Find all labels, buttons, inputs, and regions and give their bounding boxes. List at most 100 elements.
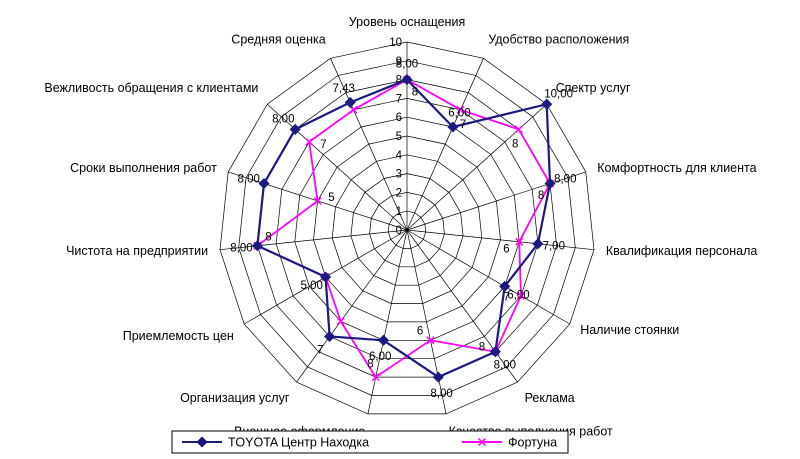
legend-label-toyota: TOYOTA Центр Находка bbox=[228, 436, 369, 450]
data-point-fortuna bbox=[371, 373, 380, 382]
data-label-fortuna: 8 bbox=[479, 342, 485, 354]
data-point-toyota bbox=[251, 240, 263, 252]
data-point-toyota bbox=[258, 177, 270, 190]
radial-tick-label: 7 bbox=[396, 93, 402, 105]
axis-label: Реклама bbox=[525, 391, 575, 405]
grid-ring bbox=[275, 98, 539, 360]
data-label-toyota: 7,00 bbox=[543, 240, 565, 252]
data-point-toyota bbox=[344, 96, 356, 108]
data-label-toyota: 8,00 bbox=[430, 388, 452, 400]
data-point-fortuna bbox=[514, 125, 523, 134]
spoke bbox=[367, 229, 408, 414]
axis-label: Сроки выполнения работ bbox=[70, 161, 217, 175]
data-label-toyota: 8,00 bbox=[396, 59, 418, 71]
axis-label: Приемлемость цен bbox=[123, 329, 234, 343]
grid-ring bbox=[294, 116, 520, 341]
data-point-toyota bbox=[324, 330, 336, 343]
data-label-fortuna: 6 bbox=[503, 244, 509, 256]
data-point-fortuna bbox=[313, 196, 322, 206]
series-line-fortuna bbox=[255, 78, 552, 379]
data-point-fortuna bbox=[349, 105, 358, 114]
spoke bbox=[406, 229, 447, 414]
data-label-fortuna: 7 bbox=[503, 292, 509, 304]
radial-tick-label: 5 bbox=[396, 131, 402, 143]
data-label-toyota: 8,00 bbox=[238, 174, 260, 186]
series-layer bbox=[251, 74, 556, 383]
radial-tick-label: 0 bbox=[396, 225, 402, 237]
data-point-fortuna bbox=[515, 237, 524, 246]
data-point-fortuna bbox=[336, 317, 345, 326]
data-label-toyota: 8,00 bbox=[554, 174, 576, 186]
axis-label: Спектр услуг bbox=[556, 81, 631, 95]
data-label-fortuna: 8 bbox=[367, 359, 373, 371]
spoke bbox=[406, 229, 518, 383]
data-point-toyota bbox=[499, 280, 511, 292]
data-point-fortuna bbox=[456, 105, 465, 114]
data-label-fortuna: 8 bbox=[265, 232, 271, 244]
data-label-toyota: 6,00 bbox=[507, 289, 529, 301]
radial-tick-label: 10 bbox=[389, 37, 402, 49]
data-label-fortuna: 8 bbox=[512, 138, 518, 150]
data-label-fortuna: 7 bbox=[320, 139, 326, 151]
legend: TOYOTA Центр Находка Фортуна bbox=[171, 430, 569, 454]
spoke bbox=[406, 229, 595, 251]
grid-ring bbox=[238, 60, 576, 396]
data-label-fortuna: 8 bbox=[538, 190, 544, 202]
grid-ring bbox=[369, 192, 445, 268]
radial-tick-label: 3 bbox=[396, 169, 402, 181]
grid-ring bbox=[331, 154, 483, 304]
data-label-fortuna: 8 bbox=[412, 87, 418, 99]
data-point-fortuna bbox=[426, 336, 435, 345]
data-label-fortuna: 6 bbox=[417, 325, 423, 337]
data-label-toyota: 8,00 bbox=[230, 242, 252, 254]
axis-label: Наличие стоянки bbox=[580, 323, 679, 337]
axis-label: Организация услуг bbox=[180, 391, 290, 405]
data-point-toyota bbox=[447, 121, 459, 133]
radial-tick-label: 4 bbox=[396, 150, 403, 162]
data-point-toyota bbox=[532, 238, 544, 250]
data-point-fortuna bbox=[305, 137, 314, 146]
axis-label: Чистота на предприятии bbox=[66, 244, 208, 258]
axis-label: Удобство расположения bbox=[488, 32, 629, 46]
spoke bbox=[406, 171, 586, 231]
data-label-fortuna: 7 bbox=[460, 119, 466, 131]
spoke bbox=[219, 229, 408, 251]
data-point-fortuna bbox=[516, 291, 526, 300]
radial-tick-label: 2 bbox=[396, 187, 402, 199]
axis-label: Квалификация персонала bbox=[606, 244, 758, 258]
axis-label: Уровень оснащения bbox=[349, 15, 465, 29]
radar-grid bbox=[219, 41, 595, 415]
grid-ring bbox=[313, 135, 501, 323]
axis-label: Вежливость обращения с клиентами bbox=[44, 81, 258, 95]
data-point-toyota bbox=[541, 98, 553, 110]
radial-tick-label: 9 bbox=[396, 56, 402, 68]
data-label-toyota: 5,00 bbox=[301, 280, 323, 292]
legend-marker-fortuna bbox=[477, 437, 487, 447]
spoke bbox=[267, 103, 408, 231]
spoke bbox=[406, 58, 484, 231]
data-point-toyota bbox=[320, 271, 332, 283]
data-point-toyota bbox=[544, 177, 556, 190]
data-label-toyota: 8,00 bbox=[272, 114, 294, 126]
data-label-toyota: 7,43 bbox=[333, 83, 355, 95]
data-point-toyota bbox=[377, 334, 390, 346]
radial-tick-label: 6 bbox=[396, 112, 402, 124]
grid-ring bbox=[387, 210, 427, 249]
radial-tick-label: 8 bbox=[396, 75, 402, 87]
spoke bbox=[406, 103, 547, 231]
legend-label-fortuna: Фортуна bbox=[508, 436, 557, 450]
spoke bbox=[296, 229, 408, 383]
data-point-toyota bbox=[432, 371, 444, 383]
data-point-toyota bbox=[289, 123, 301, 135]
data-label-fortuna: 5 bbox=[328, 192, 334, 204]
grid-ring bbox=[350, 173, 464, 286]
radial-tick-labels: 0 1 2 3 4 5 6 7 8 9 10 bbox=[389, 37, 402, 237]
data-point-toyota bbox=[401, 74, 413, 86]
data-labels: 8,006,0010,008,007,006,008,008,006,0075,… bbox=[230, 59, 576, 400]
spoke bbox=[330, 58, 408, 231]
axis-label: Средняя оценка bbox=[231, 32, 325, 46]
axis-label: Комфортность для клиента bbox=[597, 161, 756, 175]
data-label-toyota: 8,00 bbox=[494, 360, 516, 372]
legend-marker-toyota bbox=[196, 436, 208, 448]
